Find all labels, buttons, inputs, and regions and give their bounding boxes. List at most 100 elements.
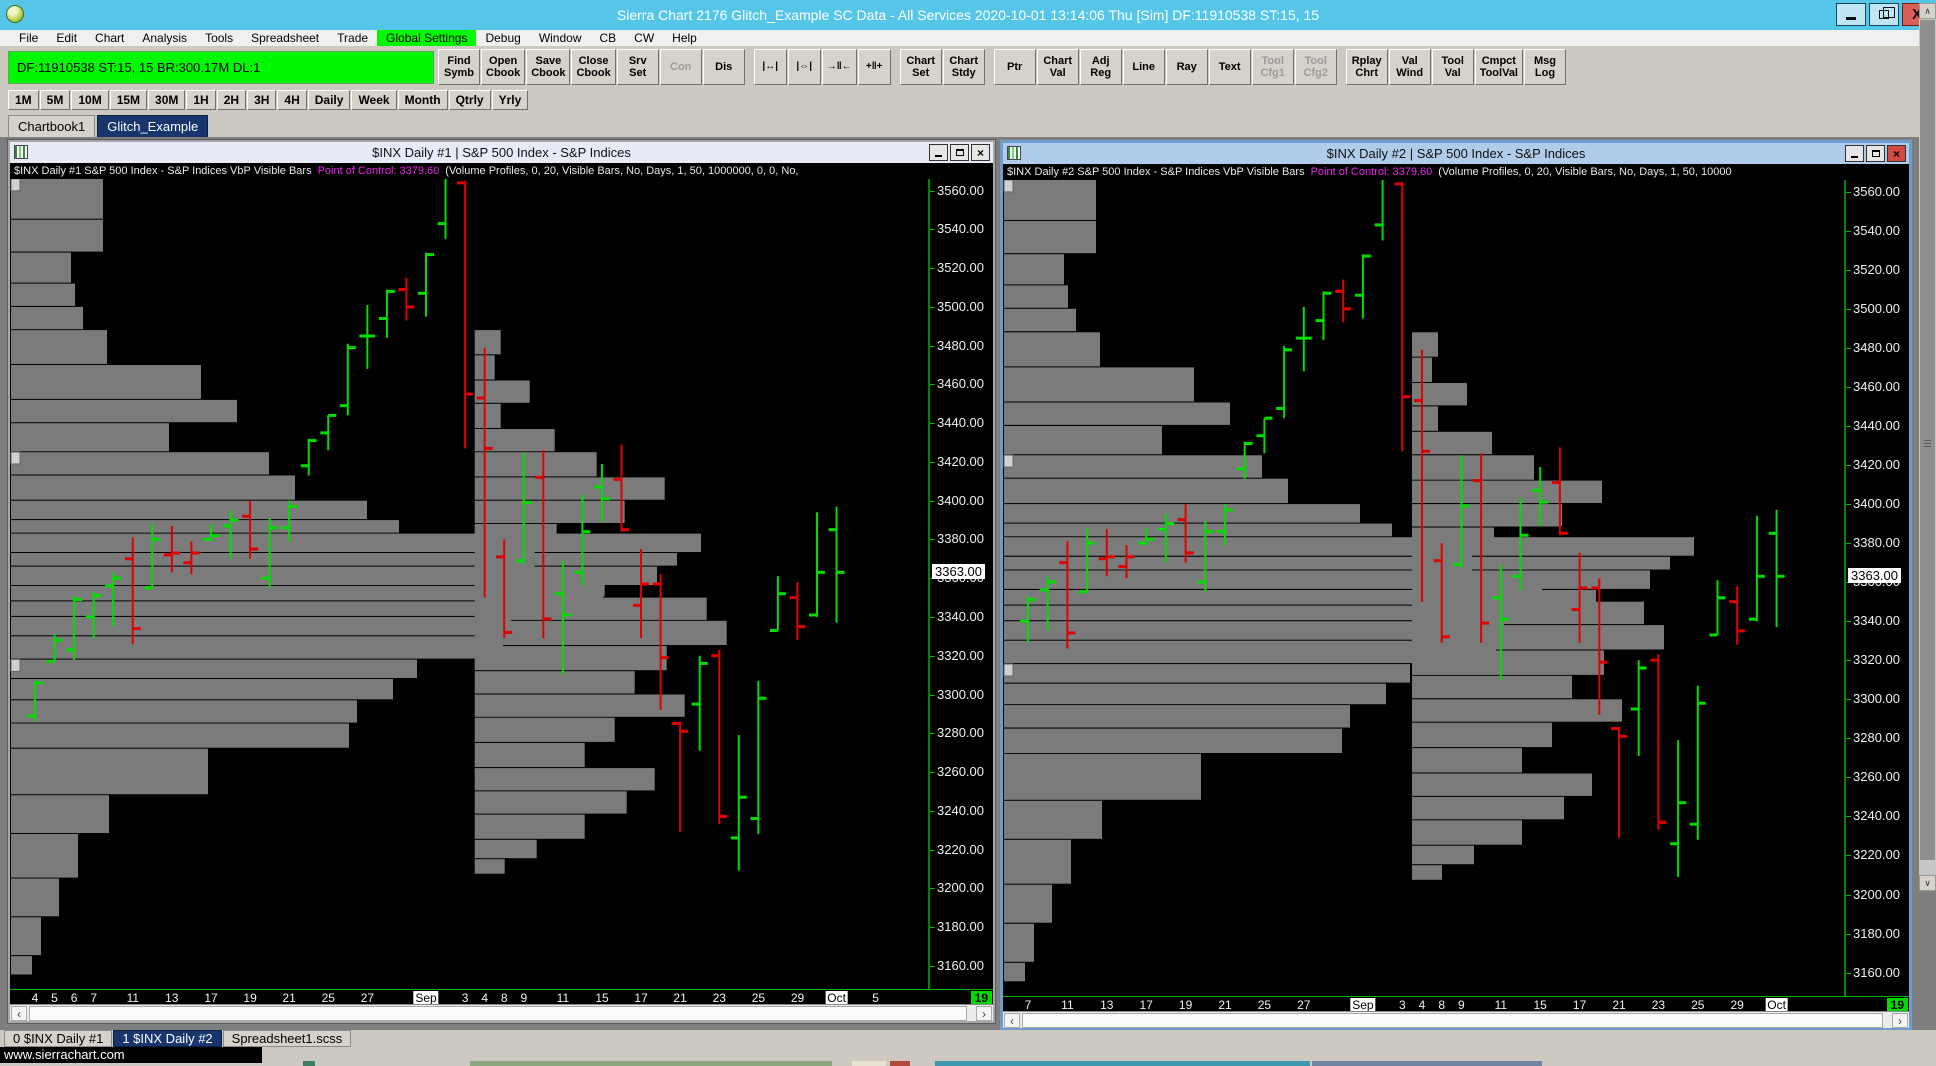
chart2-settings-text: (Volume Profiles, 0, 20, Visible Bars, N… <box>1438 166 1732 178</box>
disconnect-button[interactable]: Dis <box>702 49 745 85</box>
menu-trade[interactable]: Trade <box>337 31 369 45</box>
timeframe-10m-button[interactable]: 10M <box>71 89 109 110</box>
chart2-date-scale[interactable]: 7 11 13 17 19 21 25 27 Sep 3 4 8 9 11 15 17 21 23 25 29 Oct 1… <box>1003 996 1909 1012</box>
chart1-plot-area[interactable]: 3560.00 3540.00 3520.00 3500.00 3480.00 3460.… <box>10 179 993 989</box>
chart2-canvas[interactable] <box>1003 180 1846 996</box>
timeframe-15m-button[interactable]: 15M <box>109 89 148 110</box>
price-tick-label: 3400.00 <box>1853 496 1900 512</box>
menu-help[interactable]: Help <box>672 31 697 45</box>
chart1-canvas[interactable] <box>10 179 930 989</box>
timeframe-30m-button[interactable]: 30M <box>148 89 186 110</box>
chart-tab-0-inx-daily-1[interactable]: 0 $INX Daily #1 <box>4 1030 113 1047</box>
connect-button[interactable]: Con <box>659 49 702 85</box>
scroll-left-icon[interactable]: ‹ <box>1004 1013 1020 1028</box>
text-tool-button[interactable]: Text <box>1208 49 1251 85</box>
timeframe-4h-button[interactable]: 4H <box>277 89 307 110</box>
price-tick-label: 3200.00 <box>937 880 984 896</box>
date-label: 3 <box>1398 998 1406 1012</box>
menu-spreadsheet[interactable]: Spreadsheet <box>251 31 320 45</box>
menu-window[interactable]: Window <box>538 31 582 45</box>
scroll-right-icon[interactable]: › <box>1892 1013 1908 1028</box>
chartbook-tab-glitch-example[interactable]: Glitch_Example <box>97 115 209 137</box>
chart-tab-spreadsheet1-scss[interactable]: Spreadsheet1.scss <box>222 1030 352 1047</box>
chart2-plot-area[interactable]: 3560.00 3540.00 3520.00 3500.00 3480.00 3460.… <box>1003 180 1909 996</box>
chart2-maximize-button[interactable] <box>1866 145 1885 162</box>
chart1-minimize-button[interactable] <box>929 144 948 161</box>
chart1-scroll-thumb[interactable] <box>29 1006 967 1021</box>
chart2-close-button[interactable]: × <box>1887 145 1906 162</box>
values-window-button[interactable]: Val Wind <box>1388 49 1431 85</box>
chart-window-2[interactable]: $INX Daily #2 | S&P 500 Index - S&P Indi… <box>1000 140 1912 1031</box>
timeframe-1h-button[interactable]: 1H <box>186 89 216 110</box>
chart-settings-button[interactable]: Chart Set <box>899 49 942 85</box>
app-restore-button[interactable] <box>1869 3 1899 26</box>
chart2-scroll-thumb[interactable] <box>1022 1013 1883 1028</box>
chart1-title-bar[interactable]: $INX Daily #1 | S&P 500 Index - S&P Indi… <box>10 142 993 163</box>
price-tick <box>930 306 935 308</box>
pointer-button[interactable]: Ptr <box>993 49 1036 85</box>
tool-config-2-button[interactable]: Tool Cfg2 <box>1294 49 1337 85</box>
tool-values-button[interactable]: Tool Val <box>1431 49 1474 85</box>
timeframe-2h-button[interactable]: 2H <box>216 89 247 110</box>
close-chartbook-button[interactable]: Close Cbook <box>571 49 616 85</box>
timeframe-1m-button[interactable]: 1M <box>8 89 39 110</box>
timeframe-daily-button[interactable]: Daily <box>307 89 351 110</box>
menu-cb[interactable]: CB <box>599 31 617 45</box>
find-symbol-button[interactable]: Find Symb <box>438 49 480 85</box>
menu-global-settings[interactable]: Global Settings <box>377 30 477 46</box>
timeframe-5m-button[interactable]: 5M <box>39 89 71 110</box>
message-log-button[interactable]: Msg Log <box>1524 49 1566 85</box>
scroll-down-icon[interactable]: ∨ <box>1919 875 1936 891</box>
vertical-scroll-thumb[interactable] <box>1920 20 1935 860</box>
timeframe-month-button[interactable]: Month <box>397 89 448 110</box>
server-settings-button[interactable]: Srv Set <box>616 49 659 85</box>
chart1-maximize-button[interactable] <box>950 144 969 161</box>
tool-config-1-button[interactable]: Tool Cfg1 <box>1251 49 1294 85</box>
chart1-date-scale[interactable]: 4 5 6 7 11 13 17 19 21 25 27 Sep 3 4 8 9 11 15 17 21 23 25 29 O… <box>10 989 993 1005</box>
open-chartbook-button[interactable]: Open Cbook <box>481 49 526 85</box>
chart2-minimize-button[interactable] <box>1845 145 1864 162</box>
workspace-vertical-scrollbar[interactable]: ∧ ∨ <box>1919 3 1936 891</box>
chart-values-button[interactable]: Chart Val <box>1036 49 1079 85</box>
timeframe-qtrly-button[interactable]: Qtrly <box>448 89 491 110</box>
menu-analysis[interactable]: Analysis <box>142 31 188 45</box>
scroll-left-icon[interactable]: ‹ <box>11 1006 27 1021</box>
chart-studies-button[interactable]: Chart Stdy <box>942 49 985 85</box>
scroll-right-icon[interactable]: › <box>976 1006 992 1021</box>
bar-spacing-decrease-icon[interactable]: |⇔| <box>787 49 821 85</box>
line-tool-button[interactable]: Line <box>1122 49 1165 85</box>
chart2-title-bar[interactable]: $INX Daily #2 | S&P 500 Index - S&P Indi… <box>1003 143 1909 164</box>
price-tick-label: 3500.00 <box>1853 300 1900 316</box>
chart1-close-button[interactable]: × <box>971 144 990 161</box>
price-tick-label: 3460.00 <box>937 376 984 392</box>
sierrachart-link[interactable]: www.sierrachart.com <box>0 1047 262 1063</box>
chart1-horizontal-scrollbar[interactable]: ‹ › <box>10 1004 993 1021</box>
menu-file[interactable]: File <box>19 31 39 45</box>
menu-debug[interactable]: Debug <box>485 31 521 45</box>
compact-tool-values-button[interactable]: Cmpct ToolVal <box>1474 49 1523 85</box>
menu-edit[interactable]: Edit <box>56 31 78 45</box>
chartbook-tab-chartbook1[interactable]: Chartbook1 <box>8 115 96 137</box>
chart1-symbol-text: $INX Daily #1 S&P 500 Index - S&P Indice… <box>14 165 312 177</box>
bar-period-expand-icon[interactable]: +‖+ <box>857 49 891 85</box>
replay-chart-button[interactable]: Rplay Chrt <box>1345 49 1388 85</box>
chart-window-1[interactable]: $INX Daily #1 | S&P 500 Index - S&P Indi… <box>7 139 996 1024</box>
menu-cw[interactable]: CW <box>634 31 655 45</box>
scroll-up-icon[interactable]: ∧ <box>1919 3 1936 19</box>
chart-tab-1-inx-daily-2[interactable]: 1 $INX Daily #2 <box>113 1030 222 1047</box>
chart2-price-scale[interactable]: 3560.00 3540.00 3520.00 3500.00 3480.00 3460.… <box>1846 180 1909 996</box>
menu-chart[interactable]: Chart <box>95 31 125 45</box>
chart1-price-scale[interactable]: 3560.00 3540.00 3520.00 3500.00 3480.00 3460.… <box>930 179 993 989</box>
menu-tools[interactable]: Tools <box>205 31 234 45</box>
app-minimize-button[interactable] <box>1836 3 1866 26</box>
adjust-region-button[interactable]: Adj Reg <box>1079 49 1122 85</box>
chart2-horizontal-scrollbar[interactable]: ‹ › <box>1003 1011 1909 1028</box>
price-tick <box>1846 191 1851 193</box>
bar-spacing-increase-icon[interactable]: |↔| <box>753 49 787 85</box>
timeframe-yrly-button[interactable]: Yrly <box>491 89 529 110</box>
save-chartbook-button[interactable]: Save Cbook <box>526 49 571 85</box>
bar-period-compress-icon[interactable]: →‖← <box>821 49 857 85</box>
timeframe-week-button[interactable]: Week <box>351 89 397 110</box>
timeframe-3h-button[interactable]: 3H <box>247 89 277 110</box>
ray-tool-button[interactable]: Ray <box>1165 49 1208 85</box>
